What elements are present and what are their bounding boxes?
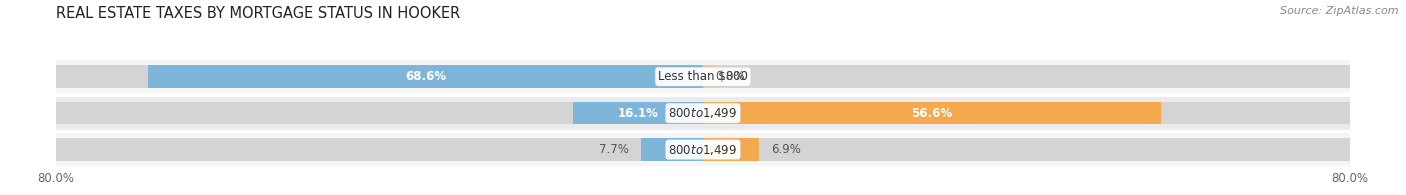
Bar xyxy=(703,138,759,161)
Bar xyxy=(56,102,1350,124)
Bar xyxy=(56,65,1350,88)
Text: 56.6%: 56.6% xyxy=(911,107,952,120)
Text: 0.0%: 0.0% xyxy=(716,70,745,83)
Bar xyxy=(56,97,1350,129)
Text: 68.6%: 68.6% xyxy=(405,70,446,83)
Bar xyxy=(641,138,703,161)
Text: Less than $800: Less than $800 xyxy=(658,70,748,83)
Bar xyxy=(56,138,1350,161)
Bar xyxy=(149,65,703,88)
Text: 16.1%: 16.1% xyxy=(617,107,658,120)
Text: 6.9%: 6.9% xyxy=(770,143,801,156)
Bar xyxy=(572,102,703,124)
Text: $800 to $1,499: $800 to $1,499 xyxy=(668,143,738,157)
Text: REAL ESTATE TAXES BY MORTGAGE STATUS IN HOOKER: REAL ESTATE TAXES BY MORTGAGE STATUS IN … xyxy=(56,6,461,21)
Bar xyxy=(56,133,1350,166)
Text: 7.7%: 7.7% xyxy=(599,143,628,156)
Bar xyxy=(703,102,1160,124)
Text: Source: ZipAtlas.com: Source: ZipAtlas.com xyxy=(1281,6,1399,16)
Bar xyxy=(56,60,1350,93)
Bar xyxy=(703,65,716,88)
Text: $800 to $1,499: $800 to $1,499 xyxy=(668,106,738,120)
